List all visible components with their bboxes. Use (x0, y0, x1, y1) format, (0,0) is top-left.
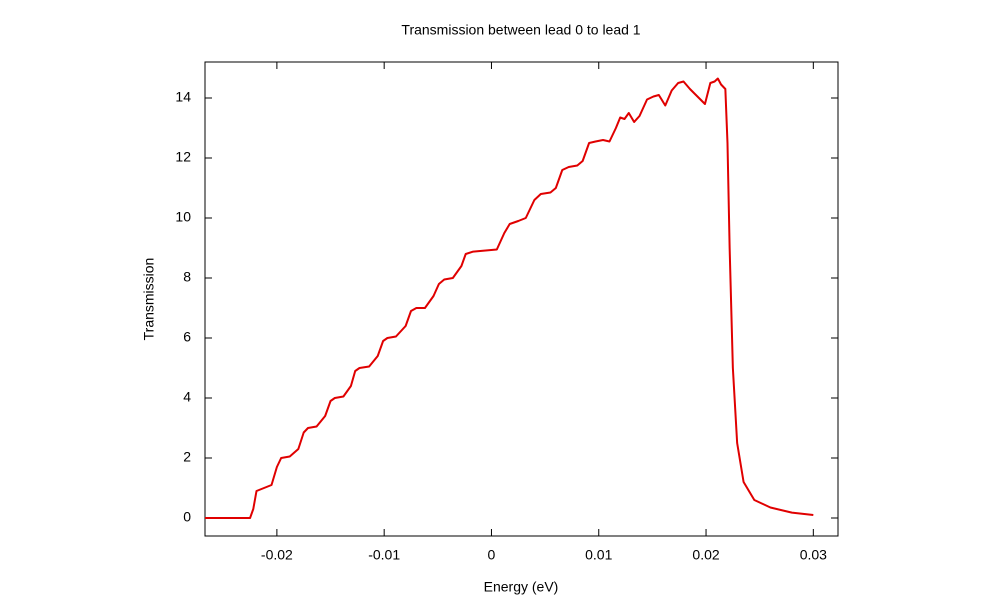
y-axis-label: Transmission (141, 258, 157, 341)
y-tick-label: 12 (175, 149, 191, 165)
chart-title: Transmission between lead 0 to lead 1 (401, 22, 640, 38)
y-tick-label: 0 (183, 509, 191, 525)
x-tick-label: 0.02 (692, 547, 719, 563)
y-tick-label: 6 (183, 329, 191, 345)
x-axis-label: Energy (eV) (484, 579, 559, 595)
y-tick-label: 10 (175, 209, 191, 225)
y-tick-label: 4 (183, 389, 191, 405)
y-tick-label: 2 (183, 449, 191, 465)
data-line (205, 77, 814, 519)
y-tick-label: 14 (175, 89, 191, 105)
plot-frame (204, 61, 839, 537)
x-tick-label: 0 (488, 547, 496, 563)
x-tick-label: -0.02 (261, 547, 293, 563)
x-tick-label: 0.03 (800, 547, 827, 563)
x-tick-label: 0.01 (585, 547, 612, 563)
x-tick-label: -0.01 (368, 547, 400, 563)
y-tick-label: 8 (183, 269, 191, 285)
